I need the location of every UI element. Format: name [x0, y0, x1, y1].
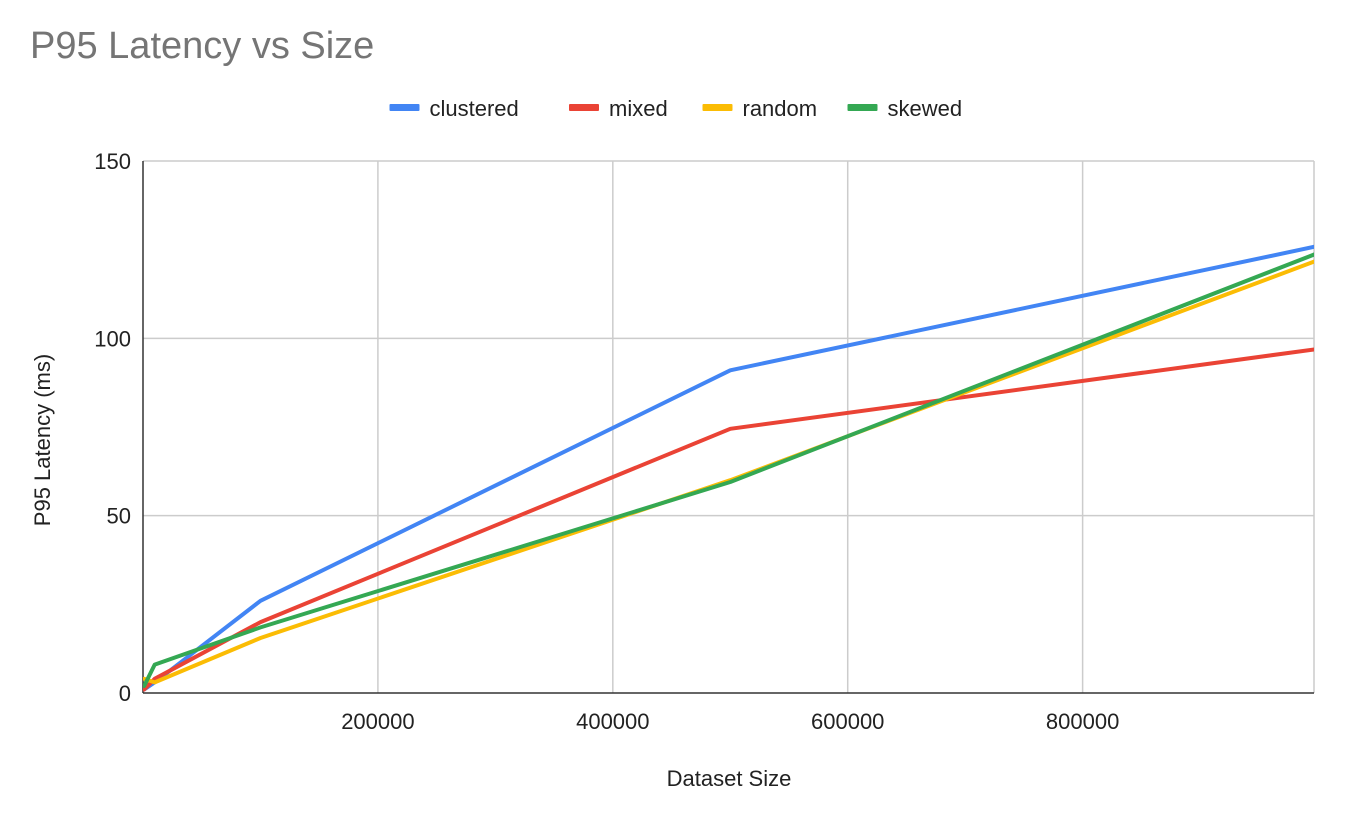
legend-item-random: random — [702, 96, 818, 121]
y-tick-labels: 0 50 100 150 — [94, 149, 131, 706]
series-line-mixed — [143, 347, 1314, 692]
y-tick-label: 50 — [107, 504, 131, 529]
x-axis-label: Dataset Size — [667, 766, 792, 791]
x-tick-label: 600000 — [811, 709, 884, 734]
series-lines — [143, 244, 1314, 692]
legend-label: skewed — [888, 96, 963, 121]
x-tick-labels: 200000 400000 600000 800000 — [341, 709, 1119, 734]
x-tick-label: 200000 — [341, 709, 414, 734]
x-tick-label: 800000 — [1046, 709, 1119, 734]
legend-label: random — [743, 96, 818, 121]
legend-swatch — [702, 104, 733, 111]
legend: clustered mixed random skewed — [389, 96, 963, 121]
legend-label: clustered — [430, 96, 519, 121]
legend-swatch — [569, 104, 599, 111]
series-line-skewed — [143, 252, 1314, 688]
gridlines — [143, 160, 1315, 693]
legend-label: mixed — [609, 96, 668, 121]
x-tick-label: 400000 — [576, 709, 649, 734]
y-axis-label: P95 Latency (ms) — [30, 354, 55, 526]
series-line-clustered — [143, 244, 1314, 692]
y-tick-label: 0 — [119, 681, 131, 706]
y-tick-label: 150 — [94, 149, 131, 174]
legend-swatch — [389, 104, 420, 111]
legend-item-clustered: clustered — [389, 96, 519, 121]
legend-item-skewed: skewed — [847, 96, 963, 121]
chart-title: P95 Latency vs Size — [30, 25, 374, 67]
legend-item-mixed: mixed — [569, 96, 668, 121]
axes — [142, 161, 1314, 694]
legend-swatch — [847, 104, 878, 111]
y-tick-label: 100 — [94, 326, 131, 351]
